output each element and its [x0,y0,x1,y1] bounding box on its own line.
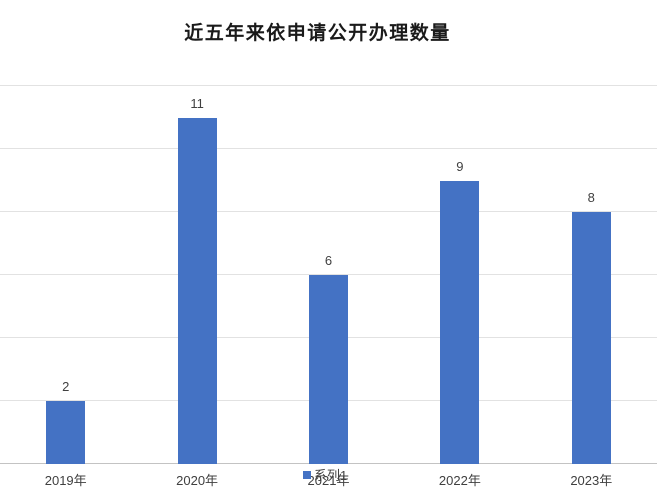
x-axis-label-2019年: 2019年 [44,473,87,488]
x-axis-label-2021年: 2021年 [307,473,350,488]
data-label-2019年: 2 [62,379,70,394]
x-axis-label-2023年: 2023年 [570,473,613,488]
bar-2022年 [440,180,480,464]
bar-2021年 [309,275,348,464]
x-axis-label-2022年: 2022年 [438,473,481,488]
gridline [0,274,657,275]
legend: 系列1 [303,465,347,484]
x-axis-labels: 2019年 2020年 2021年 2022年 2023年 [0,470,657,488]
data-label-2021年: 6 [324,253,333,268]
x-axis-label-2020年: 2020年 [176,473,219,488]
legend-swatch-icon [303,470,311,479]
bar-2019年 [46,401,86,464]
data-label-2022年: 9 [456,158,464,174]
data-label-2020年: 11 [190,95,204,111]
bar-2020年 [177,117,217,464]
chart-title: 近五年来依申请公开办理数量 [184,23,451,44]
gridline [0,211,657,212]
data-label-2023年: 8 [587,190,595,205]
legend-series-label: 系列1 [314,468,348,483]
gridline [0,85,657,86]
plot-area: 2 11 6 9 8 [0,85,657,464]
gridline [0,148,657,149]
bar-2023年 [571,212,611,464]
